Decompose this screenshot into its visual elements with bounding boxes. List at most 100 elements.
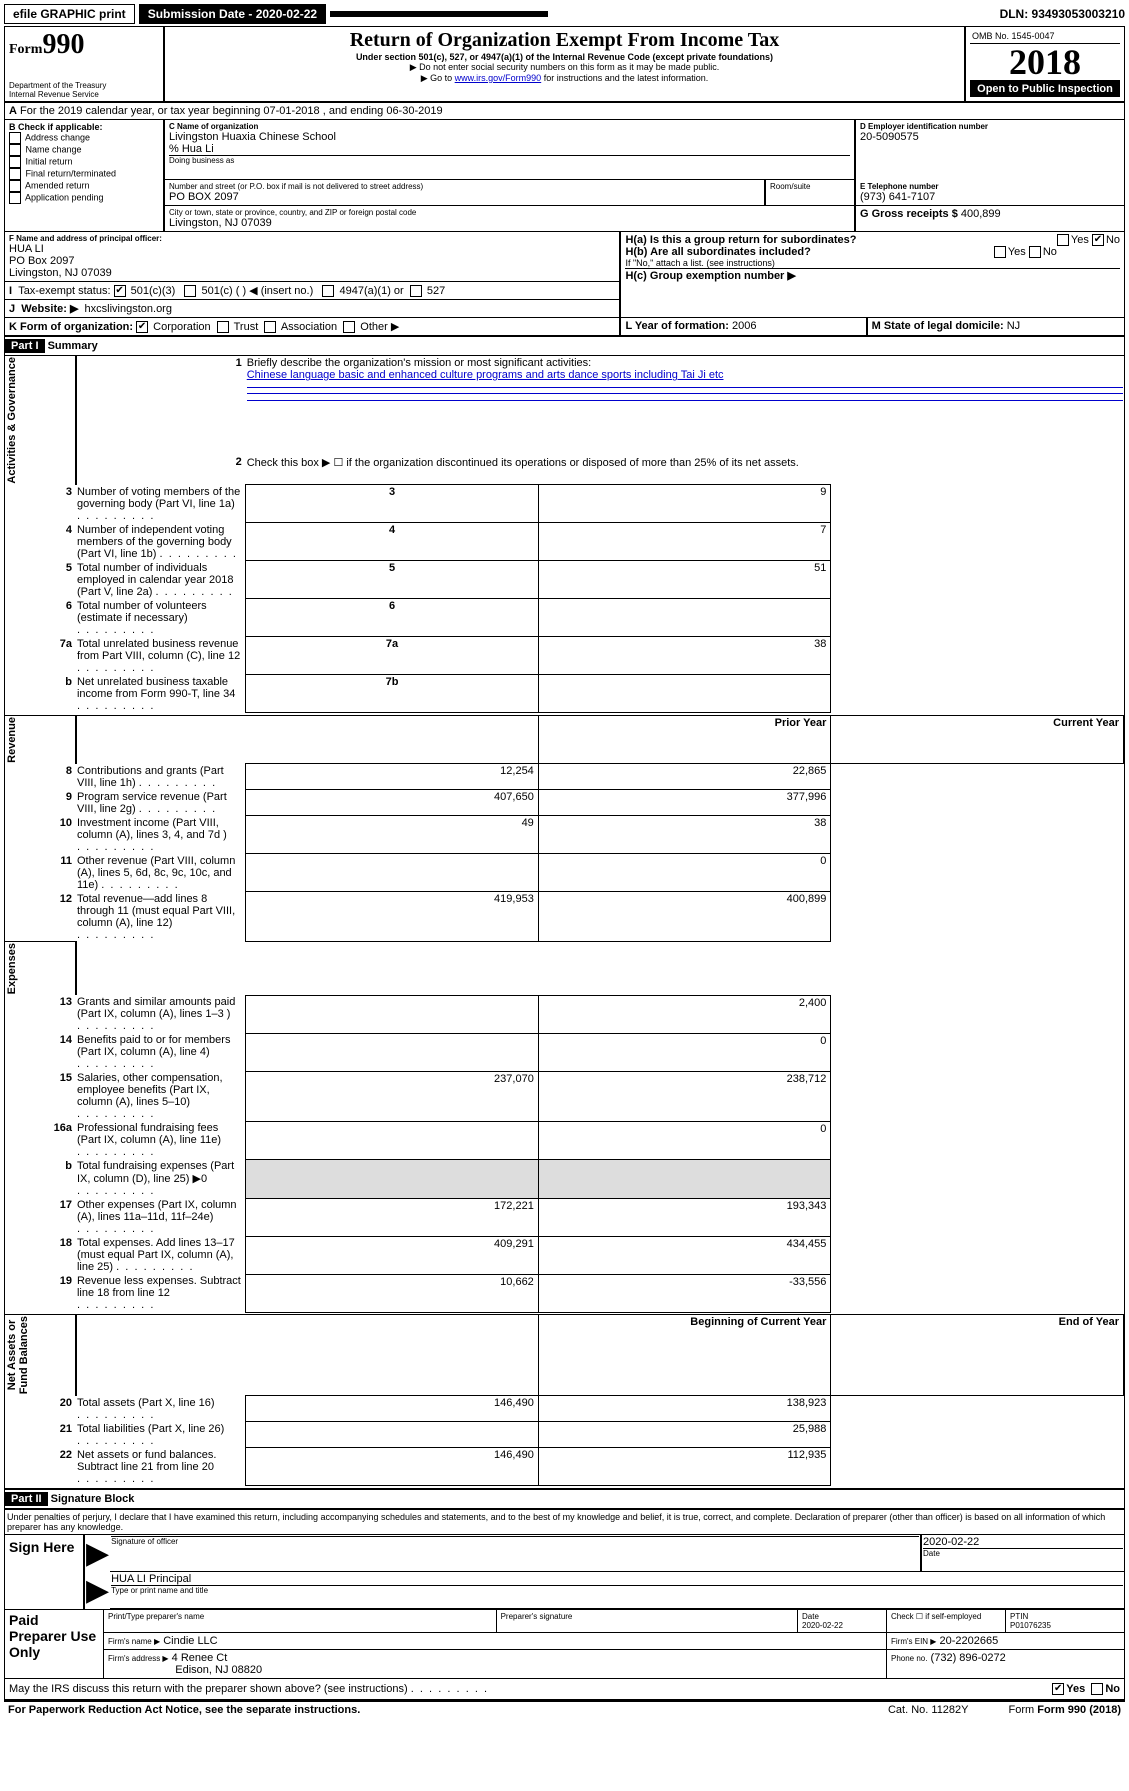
paperwork-notice: For Paperwork Reduction Act Notice, see … (8, 1704, 360, 1716)
line-text: Investment income (Part VIII, column (A)… (76, 816, 246, 854)
box-c-room: Room/suite (765, 180, 855, 206)
prep-sig-label: Preparer's signature (496, 1610, 797, 1633)
spacer-button (330, 11, 548, 17)
printed-label: Type or print name and title (111, 1585, 1123, 1595)
boxb-checkbox[interactable] (9, 156, 21, 168)
boxk-checkbox[interactable] (343, 321, 355, 333)
line-value (538, 675, 831, 713)
ha-yes-checkbox[interactable] (1057, 234, 1069, 246)
current-value: 0 (538, 1121, 831, 1159)
end-year-header: End of Year (831, 1315, 1124, 1396)
line-text: Benefits paid to or for members (Part IX… (76, 1033, 246, 1071)
officer-status-table: F Name and address of principal officer:… (5, 232, 1124, 318)
prior-value (246, 854, 539, 892)
firm-ein-label: Firm's EIN ▶ (891, 1637, 936, 1646)
boxb-checkbox[interactable] (9, 180, 21, 192)
discuss-no-checkbox[interactable] (1091, 1683, 1103, 1695)
prior-value: 12,254 (246, 764, 539, 790)
line-text: Salaries, other compensation, employee b… (76, 1071, 246, 1121)
part1-header: Part I (5, 339, 45, 353)
boxb-checkbox[interactable] (9, 144, 21, 156)
prior-value: 146,490 (246, 1396, 539, 1422)
mission-link[interactable]: Chinese language basic and enhanced cult… (247, 369, 724, 381)
line-num-box: 4 (246, 523, 539, 561)
current-value: 193,343 (538, 1198, 831, 1236)
declaration: Under penalties of perjury, I declare th… (5, 1510, 1124, 1535)
line-num-box: 7b (246, 675, 539, 713)
firm-phone-label: Phone no. (891, 1654, 927, 1663)
boxb-checkbox[interactable] (9, 168, 21, 180)
box-g: G Gross receipts $ 400,899 (855, 206, 1124, 232)
firm-phone: (732) 896-0272 (931, 1652, 1006, 1664)
box-f: F Name and address of principal officer:… (5, 232, 620, 282)
prior-value: 409,291 (246, 1236, 539, 1274)
submission-date-button[interactable]: Submission Date - 2020-02-22 (139, 4, 326, 24)
irs-link[interactable]: www.irs.gov/Form990 (455, 73, 542, 83)
current-value: 22,865 (538, 764, 831, 790)
boxk-checkbox[interactable] (217, 321, 229, 333)
boxk-checkbox[interactable]: ✔ (136, 321, 148, 333)
discuss-label: May the IRS discuss this return with the… (9, 1683, 408, 1695)
boxk-checkbox[interactable] (264, 321, 276, 333)
i-4947-checkbox[interactable] (322, 285, 334, 297)
hb-yes-checkbox[interactable] (994, 246, 1006, 258)
line-text: Professional fundraising fees (Part IX, … (76, 1121, 246, 1159)
prep-date-label: Date (802, 1612, 819, 1621)
dln-label: DLN: 93493053003210 (1000, 7, 1125, 21)
preparer-table: Paid Preparer Use Only Print/Type prepar… (5, 1609, 1124, 1679)
prior-value (246, 1033, 539, 1071)
line2: Check this box ▶ ☐ if the organization d… (246, 455, 1124, 485)
top-bar: efile GRAPHIC print Submission Date - 20… (4, 4, 1125, 24)
ptin-value: P01076235 (1010, 1621, 1051, 1630)
i-501c-checkbox[interactable] (184, 285, 196, 297)
line1-label: Briefly describe the organization's miss… (247, 357, 591, 369)
form-footer: Form Form 990 (2018) (1009, 1704, 1122, 1716)
current-value: 112,935 (538, 1448, 831, 1486)
prep-date: 2020-02-22 (802, 1621, 843, 1630)
dept-label: Department of the Treasury Internal Reve… (9, 81, 159, 99)
line-value: 38 (538, 637, 831, 675)
discuss-yes-checkbox[interactable]: ✔ (1052, 1683, 1064, 1695)
hb-no-checkbox[interactable] (1029, 246, 1041, 258)
current-value: 2,400 (538, 995, 831, 1033)
current-value: 138,923 (538, 1396, 831, 1422)
box-h: H(a) Is this a group return for subordin… (620, 232, 1124, 318)
firm-name-label: Firm's name ▶ (108, 1637, 160, 1646)
i-501c3-checkbox[interactable]: ✔ (114, 285, 126, 297)
firm-city: Edison, NJ 08820 (175, 1664, 262, 1676)
efile-button[interactable]: efile GRAPHIC print (4, 4, 135, 24)
paid-preparer-label: Paid Preparer Use Only (5, 1610, 104, 1679)
boxb-checkbox[interactable] (9, 132, 21, 144)
sig-date-label: Date (923, 1548, 1123, 1558)
line-text: Total fundraising expenses (Part IX, col… (76, 1159, 246, 1198)
ha-no-checkbox[interactable]: ✔ (1092, 234, 1104, 246)
line-text: Net assets or fund balances. Subtract li… (76, 1448, 246, 1486)
line-text: Number of independent voting members of … (76, 523, 246, 561)
current-value: 434,455 (538, 1236, 831, 1274)
header-table: Form990 Department of the Treasury Inter… (5, 27, 1124, 103)
part2-title: Signature Block (51, 1493, 135, 1505)
line-text: Program service revenue (Part VIII, line… (76, 790, 246, 816)
form-prefix: Form (9, 42, 42, 57)
current-value: 377,996 (538, 790, 831, 816)
prior-value (246, 1422, 539, 1448)
line-num-box: 6 (246, 599, 539, 637)
line-text: Total revenue—add lines 8 through 11 (mu… (76, 892, 246, 942)
current-year-header: Current Year (831, 715, 1124, 763)
prior-value: 237,070 (246, 1071, 539, 1121)
i-527-checkbox[interactable] (410, 285, 422, 297)
begin-year-header: Beginning of Current Year (538, 1315, 831, 1396)
sig-officer-label: Signature of officer (111, 1536, 919, 1546)
form-number: 990 (42, 29, 84, 60)
line-text: Grants and similar amounts paid (Part IX… (76, 995, 246, 1033)
line-text: Total number of individuals employed in … (76, 561, 246, 599)
line-text: Total number of volunteers (estimate if … (76, 599, 246, 637)
boxb-checkbox[interactable] (9, 192, 21, 204)
prior-value (246, 995, 539, 1033)
part1-table: Activities & Governance 1 Briefly descri… (5, 356, 1124, 1488)
note-goto-suffix: for instructions and the latest informat… (541, 73, 708, 83)
line-text: Contributions and grants (Part VIII, lin… (76, 764, 246, 790)
box-c-street: Number and street (or P.O. box if mail i… (164, 180, 765, 206)
line-value (538, 599, 831, 637)
box-j: J Website: ▶ hxcslivingston.org (5, 300, 620, 318)
